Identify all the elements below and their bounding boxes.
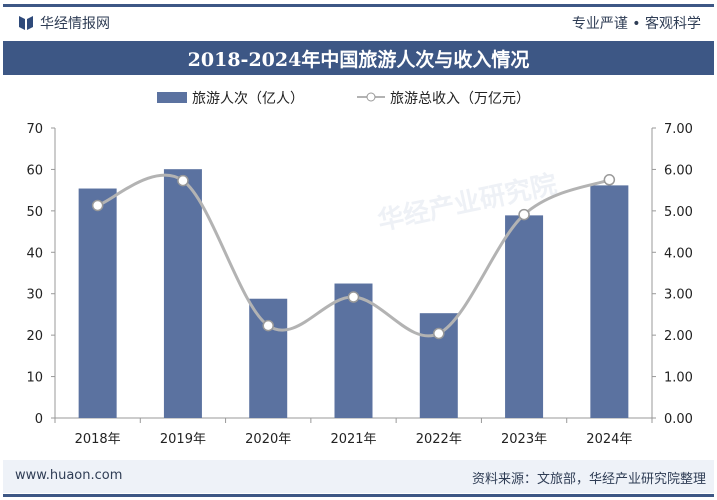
top-rule — [3, 4, 714, 7]
revenue-point-2018年 — [91, 199, 104, 212]
right-tick-label: 6.00 — [664, 163, 693, 178]
right-tick-label: 0.00 — [664, 412, 693, 427]
revenue-point-2023年 — [518, 208, 530, 221]
huajing-logo-icon — [19, 16, 33, 30]
bar-2018年 — [78, 188, 117, 418]
slogan: 专业严谨 • 客观科学 — [571, 16, 701, 32]
footer-url[interactable]: www.huaon.com — [15, 468, 123, 483]
brand: 华经情报网 — [18, 12, 110, 34]
right-tick-label: 4.00 — [664, 246, 693, 261]
footer-source: 资料来源：文旅部，华经产业研究院整理 — [471, 472, 706, 487]
x-tick-label: 2024年 — [586, 432, 632, 447]
chart-title: 2018-2024年中国旅游人次与收入情况 — [3, 41, 714, 75]
left-tick-label: 60 — [26, 163, 43, 178]
bar-2024年 — [590, 185, 629, 418]
revenue-point-2019年 — [177, 174, 189, 187]
bar-2021年 — [334, 283, 373, 418]
left-tick-label: 50 — [26, 205, 43, 220]
x-tick-label: 2019年 — [160, 432, 206, 447]
right-tick-label: 3.00 — [664, 288, 693, 303]
bottom-rule — [3, 494, 714, 497]
left-tick-label: 0 — [35, 412, 43, 427]
left-tick-label: 10 — [26, 371, 43, 386]
x-tick-label: 2018年 — [75, 432, 121, 447]
revenue-point-2024年 — [603, 174, 616, 186]
chart: 华经产业研究院0102030405060700.001.002.003.004.… — [26, 91, 693, 447]
footer: www.huaon.com 资料来源：文旅部，华经产业研究院整理 — [3, 460, 714, 493]
right-tick-label: 2.00 — [664, 329, 693, 344]
revenue-point-2020年 — [262, 319, 274, 332]
legend-label-visitors: 旅游人次（亿人） — [192, 91, 304, 107]
bar-2019年 — [163, 169, 202, 418]
legend-bar-swatch — [157, 92, 187, 103]
right-tick-label: 1.00 — [664, 371, 693, 386]
left-tick-label: 40 — [26, 246, 43, 261]
left-tick-label: 70 — [26, 122, 43, 137]
x-tick-label: 2020年 — [245, 432, 291, 447]
revenue-point-2021年 — [347, 291, 360, 303]
bar-2020年 — [249, 298, 288, 418]
bar-2023年 — [505, 215, 544, 418]
right-tick-label: 7.00 — [664, 122, 693, 137]
legend-line-marker — [366, 92, 376, 102]
brand-name: 华经情报网 — [40, 16, 110, 32]
x-tick-label: 2022年 — [416, 432, 462, 447]
x-tick-label: 2021年 — [330, 432, 376, 447]
left-tick-label: 20 — [26, 329, 43, 344]
right-tick-label: 5.00 — [664, 205, 693, 220]
legend-label-revenue: 旅游总收入（万亿元） — [390, 91, 530, 107]
left-tick-label: 30 — [26, 288, 43, 303]
x-tick-label: 2023年 — [501, 432, 547, 447]
revenue-point-2022年 — [433, 327, 445, 340]
legend: 旅游人次（亿人） 旅游总收入（万亿元） — [157, 91, 530, 107]
